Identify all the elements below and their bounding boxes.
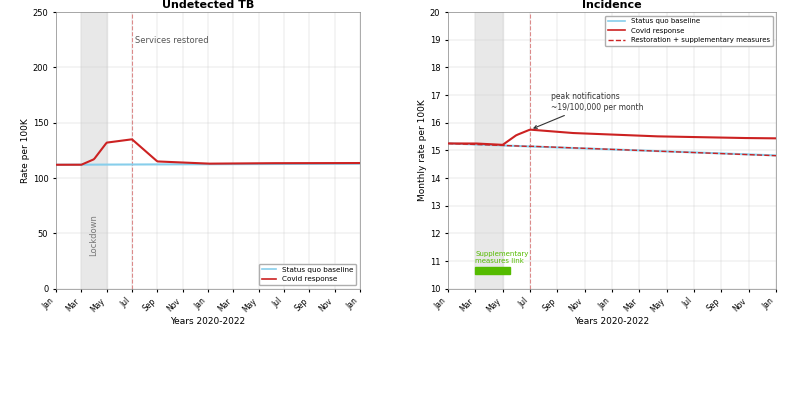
X-axis label: Years 2020-2022: Years 2020-2022 <box>170 317 246 326</box>
Text: Lockdown: Lockdown <box>90 214 98 255</box>
X-axis label: Years 2020-2022: Years 2020-2022 <box>574 317 650 326</box>
Text: peak notifications
~19/100,000 per month: peak notifications ~19/100,000 per month <box>534 92 643 128</box>
FancyArrow shape <box>475 267 510 273</box>
Text: Services restored: Services restored <box>134 36 208 45</box>
Legend: Status quo baseline, Covid response, Restoration + supplementary measures: Status quo baseline, Covid response, Res… <box>605 16 773 46</box>
Bar <box>475 12 502 289</box>
Title: Incidence: Incidence <box>582 0 642 10</box>
Text: Supplementary
measures link: Supplementary measures link <box>475 251 529 264</box>
Text: Effect of COVID-19 on TB Response: Effect of COVID-19 on TB Response <box>52 347 438 367</box>
Bar <box>82 12 106 289</box>
Y-axis label: Monthly rate per 100K: Monthly rate per 100K <box>418 99 427 201</box>
Title: Undetected TB: Undetected TB <box>162 0 254 10</box>
Text: 2: 2 <box>20 347 34 367</box>
Y-axis label: Rate per 100K: Rate per 100K <box>21 118 30 183</box>
Legend: Status quo baseline, Covid response: Status quo baseline, Covid response <box>259 263 356 285</box>
